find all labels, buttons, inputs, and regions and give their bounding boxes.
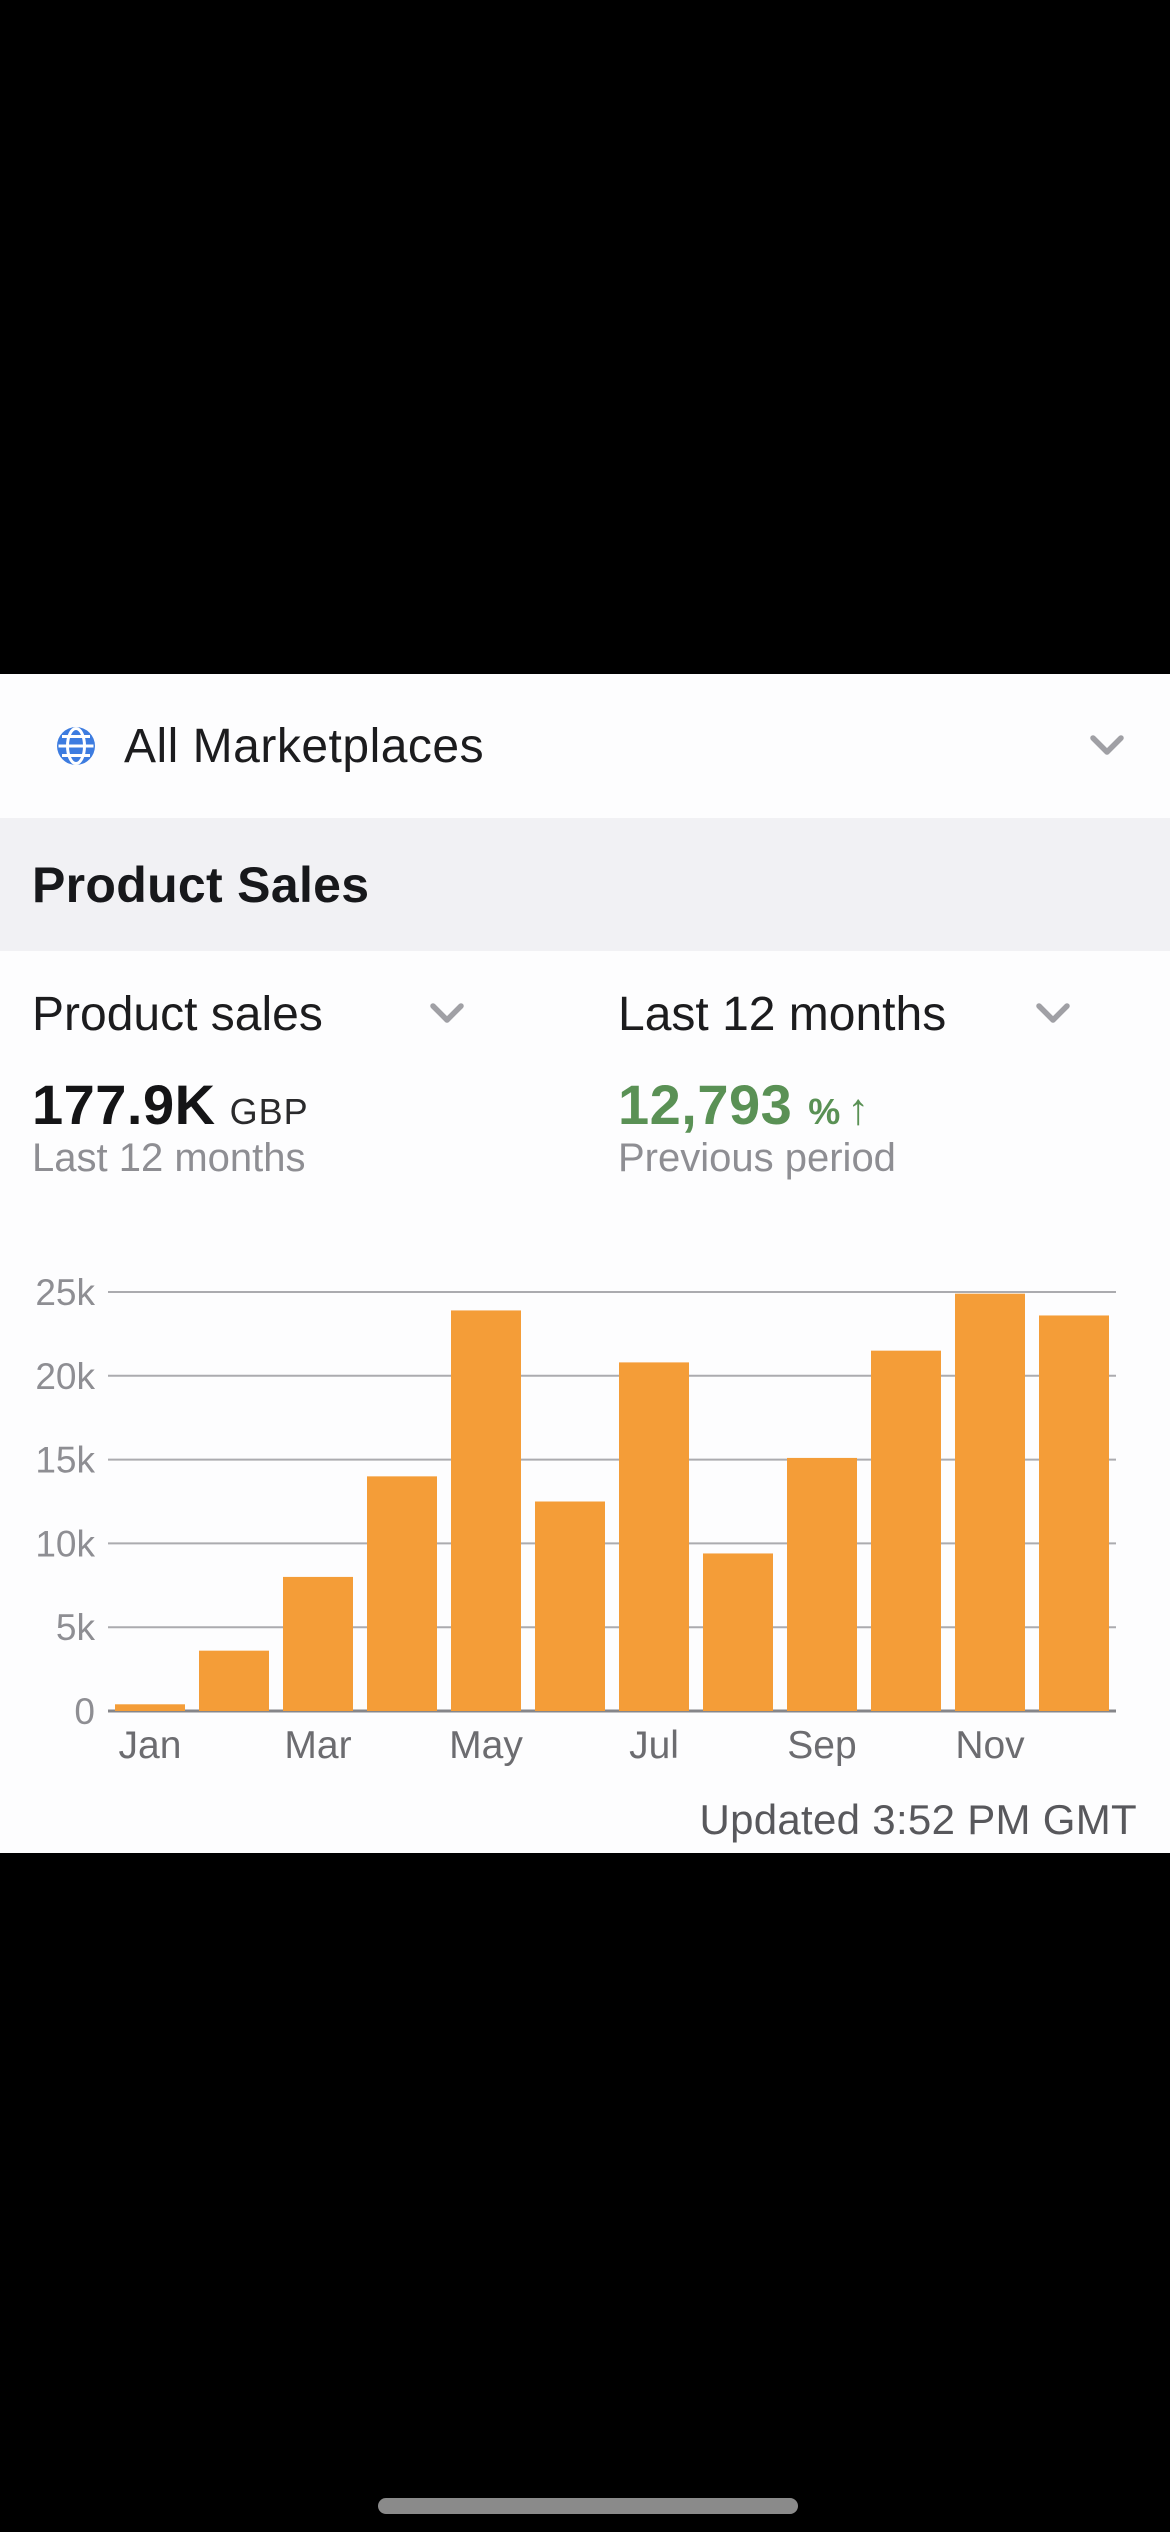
bar-apr	[367, 1476, 437, 1711]
filters-row: Product sales Last 12 months	[0, 986, 1170, 1042]
x-tick-sep: Sep	[787, 1724, 856, 1767]
marketplace-label: All Marketplaces	[124, 719, 485, 773]
growth-value: 12,793	[618, 1073, 793, 1136]
period-dropdown[interactable]: Last 12 months	[618, 986, 1070, 1042]
y-tick-15k: 15k	[35, 1440, 95, 1481]
x-tick-may: May	[449, 1724, 523, 1767]
bar-mar	[283, 1576, 353, 1711]
bar-aug	[703, 1553, 773, 1711]
y-tick-20k: 20k	[35, 1356, 95, 1397]
section-title: Product Sales	[32, 856, 370, 913]
bar-oct	[871, 1350, 941, 1711]
metric-dropdown-label: Product sales	[32, 987, 323, 1041]
section-header: Product Sales	[0, 818, 1170, 951]
growth-up-arrow-icon: ↑	[847, 1085, 870, 1134]
kpi-values-row: 177.9K GBP 12,793 % ↑	[0, 1072, 1170, 1148]
bar-sep	[787, 1457, 857, 1711]
y-tick-10k: 10k	[35, 1523, 95, 1564]
chevron-down-icon	[1090, 735, 1124, 755]
growth-caption: Previous period	[618, 1136, 896, 1180]
sales-kpi: 177.9K GBP	[32, 1072, 309, 1137]
bar-may	[451, 1310, 521, 1711]
bar-jun	[535, 1501, 605, 1711]
kpi-captions-row: Last 12 months Previous period	[0, 1136, 1170, 1186]
x-tick-nov: Nov	[955, 1724, 1025, 1767]
x-tick-jul: Jul	[629, 1724, 679, 1767]
y-tick-25k: 25k	[35, 1272, 95, 1313]
bar-jul	[619, 1362, 689, 1711]
updated-timestamp: Updated 3:52 PM GMT	[699, 1796, 1137, 1843]
growth-kpi: 12,793 % ↑	[618, 1072, 869, 1137]
sales-value: 177.9K	[32, 1073, 216, 1136]
home-indicator[interactable]	[378, 2498, 798, 2514]
y-tick-5k: 5k	[56, 1607, 96, 1648]
sales-caption: Last 12 months	[32, 1136, 306, 1180]
bar-feb	[199, 1650, 269, 1711]
growth-percent-sign: %	[808, 1091, 842, 1132]
globe-icon	[57, 727, 95, 765]
metric-dropdown[interactable]: Product sales	[32, 986, 464, 1042]
x-tick-jan: Jan	[119, 1724, 182, 1767]
dashboard-card: All Marketplaces Product Sales Product s…	[0, 674, 1170, 1853]
sales-chart-container: 0 5k 10k 15k 20k 25k Jan Mar May Jul Sep Nov	[0, 1252, 1170, 1787]
chevron-down-icon	[1036, 1003, 1070, 1023]
y-tick-0: 0	[74, 1691, 95, 1732]
period-dropdown-label: Last 12 months	[618, 987, 947, 1041]
sales-currency: GBP	[229, 1091, 309, 1132]
bar-nov	[955, 1293, 1025, 1711]
x-tick-mar: Mar	[284, 1724, 351, 1767]
sales-chart: 0 5k 10k 15k 20k 25k Jan Mar May Jul Sep Nov	[35, 1272, 1116, 1767]
chevron-down-icon	[430, 1003, 464, 1023]
bar-dec	[1039, 1315, 1109, 1711]
bar-jan	[115, 1704, 185, 1711]
marketplace-selector[interactable]: All Marketplaces	[0, 674, 1170, 818]
